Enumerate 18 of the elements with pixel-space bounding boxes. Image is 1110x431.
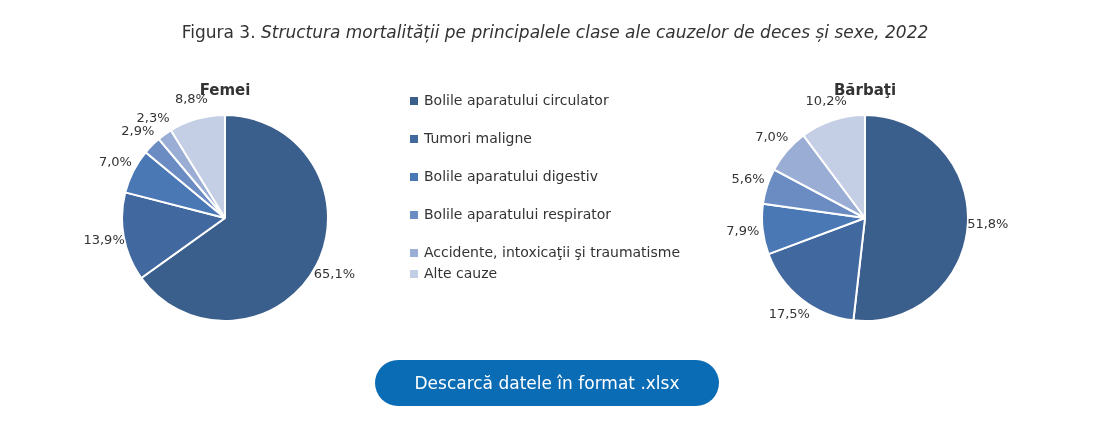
legend-label: Bolile aparatului circulator <box>424 92 609 109</box>
legend-label: Alte cauze <box>424 265 498 282</box>
legend-label: Tumori maligne <box>424 130 532 147</box>
legend-label: Accidente, intoxicaţii şi traumatisme <box>424 244 681 261</box>
data-label: 13,9% <box>83 232 125 248</box>
data-label: 7,0% <box>98 153 132 169</box>
data-label: 7,0% <box>755 129 789 145</box>
data-label: 65,1% <box>313 265 356 281</box>
data-label: 17,5% <box>768 306 810 322</box>
data-label: 7,9% <box>726 222 760 238</box>
legend-label: Bolile aparatului respirator <box>424 206 612 223</box>
data-label: 5,6% <box>731 171 765 187</box>
text: Descarcă datele în format .xlsx <box>375 360 719 406</box>
data-label: 2,3% <box>136 109 170 125</box>
data-label: 2,9% <box>121 122 155 138</box>
data-label: 51,8% <box>967 216 1009 232</box>
legend-label: Bolile aparatului digestiv <box>424 168 598 185</box>
text: Figura 3. Structura mortalității pe principalele clase ale cauzelor de deces și sexe, 2022 <box>180 22 930 42</box>
